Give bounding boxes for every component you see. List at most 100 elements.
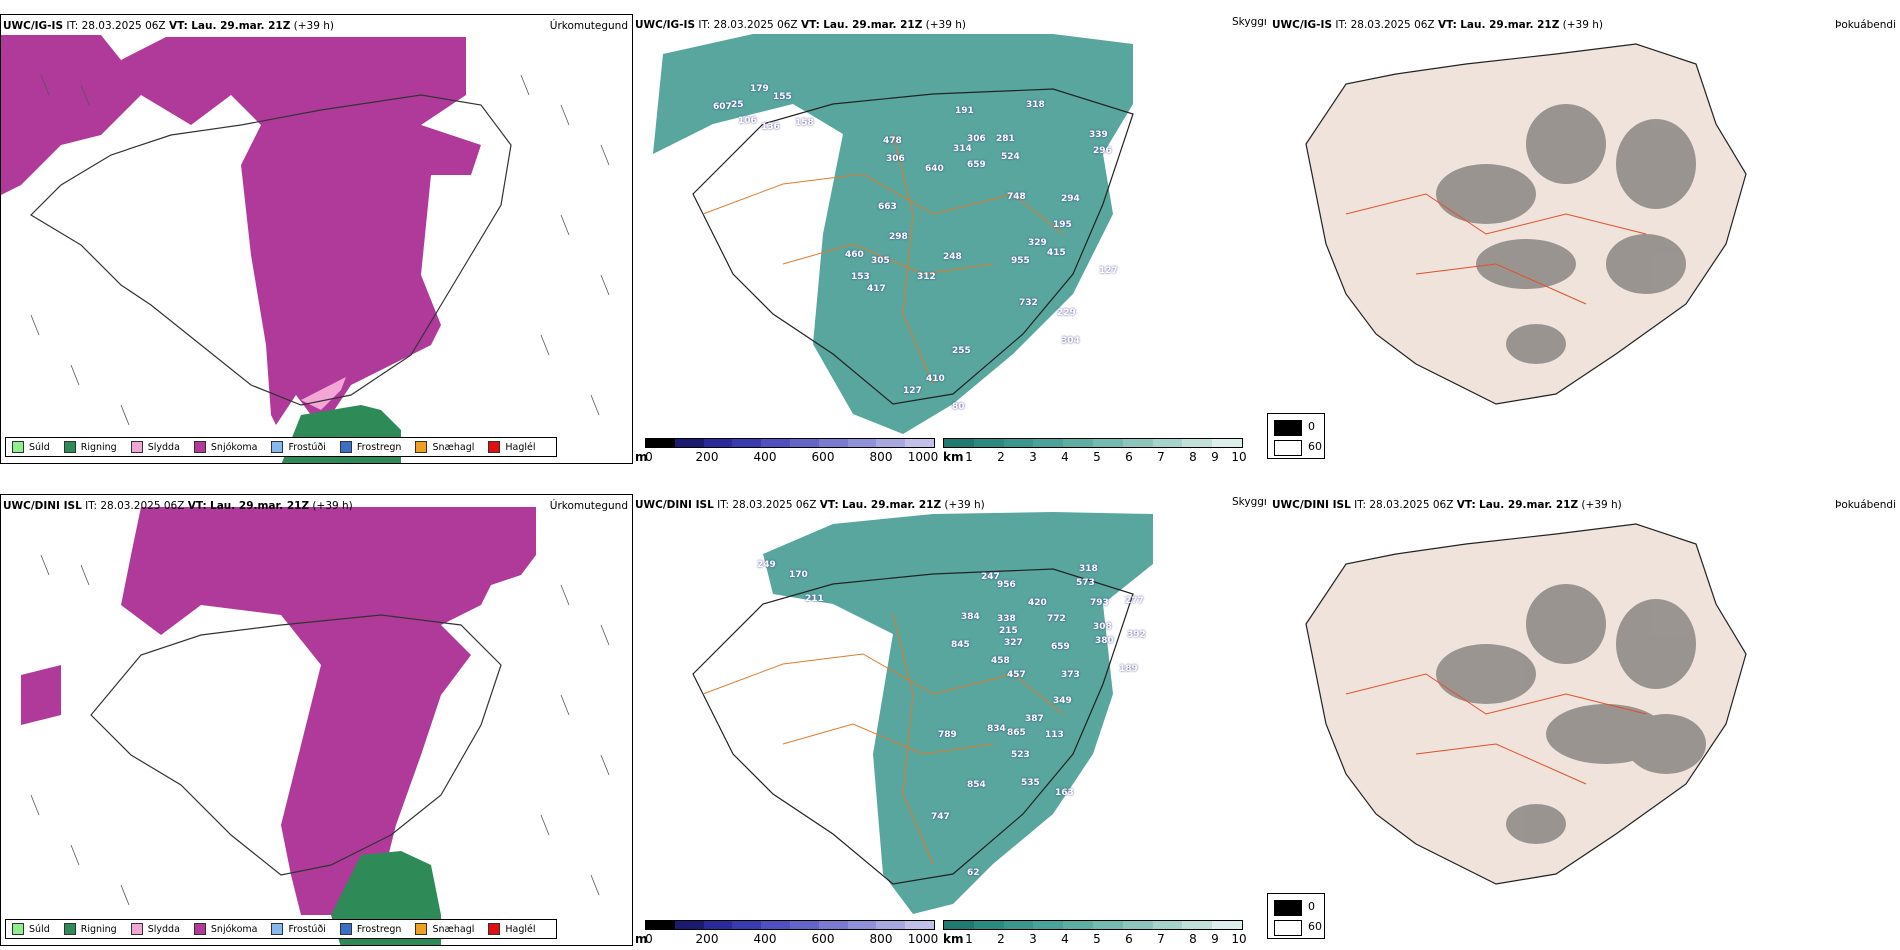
panel-header: UWC/IG-IS IT: 28.03.2025 06Z VT: Lau. 29…	[635, 19, 967, 31]
tick-label: 600	[811, 932, 835, 946]
cloud-base-label: 373	[1061, 670, 1080, 680]
cloud-base-label: 215	[999, 626, 1018, 636]
tick-label: 6	[1125, 450, 1133, 464]
legend-item: Haglél	[488, 441, 536, 453]
cloud-base-label: 296	[1093, 146, 1112, 156]
tick-label: 8	[1189, 450, 1197, 464]
legend-item: Frostúði	[271, 441, 326, 453]
visibility-colorbar: km 1 2 3 4 5 6 7 8 9 10	[943, 920, 1253, 946]
cloud-base-label: 327	[1004, 638, 1023, 648]
wind-barbs	[30, 554, 610, 906]
tick-label: 1	[965, 932, 973, 946]
cloud-base-label: 415	[1047, 248, 1066, 258]
tick-label: 3	[1029, 450, 1037, 464]
cloud-base-label: 163	[1055, 788, 1074, 798]
cloud-panel-title: Skyggni	[1232, 16, 1274, 28]
cloud-base-label: 523	[1011, 750, 1030, 760]
unit-label: m	[635, 932, 648, 946]
cloud-base-label: 955	[1011, 256, 1030, 266]
snow-area	[21, 665, 61, 725]
tick-label: 4	[1061, 932, 1069, 946]
unit-label: km	[943, 932, 964, 946]
cloud-base-label: 195	[1053, 220, 1072, 230]
cloud-base-label: 772	[1047, 614, 1066, 624]
panel-header: UWC/DINI ISL IT: 28.03.2025 06Z VT: Lau.…	[635, 499, 985, 511]
cloud-panel-title: Skyggni	[1232, 496, 1274, 508]
tick-label: 4	[1061, 450, 1069, 464]
tick-label: 600	[811, 450, 835, 464]
road-network	[1345, 193, 1647, 305]
tick-label: 0	[645, 450, 653, 464]
tick-label: 10	[1231, 450, 1247, 464]
precip-type-map	[21, 507, 610, 945]
cloud-base-label: 392	[1127, 630, 1146, 640]
unit-label: m	[635, 450, 648, 464]
cloud-base-colorbar: m 0 200 400 600 800 1000	[635, 438, 938, 464]
legend-item: Frostregn	[339, 441, 401, 453]
cloud-base-label: 62	[967, 868, 980, 878]
cloud-visibility-panel-top: UWC/IG-IS IT: 28.03.2025 06Z VT: Lau. 29…	[633, 14, 1263, 464]
cloud-visibility-panel-bottom: UWC/DINI ISL IT: 28.03.2025 06Z VT: Lau.…	[633, 494, 1263, 946]
fog-legend: 0 60	[1267, 893, 1325, 939]
tick-label: 1	[965, 450, 973, 464]
panel-header: UWC/IG-IS IT: 28.03.2025 06Z VT: Lau. 29…	[3, 20, 335, 32]
iceland-outline	[692, 88, 1134, 405]
cloud-base-label: 127	[903, 386, 922, 396]
panel-header: UWC/IG-IS IT: 28.03.2025 06Z VT: Lau. 29…	[1272, 19, 1604, 31]
cloud-base-label: 247	[981, 572, 1000, 582]
panel-title: Úrkomutegund	[549, 20, 628, 32]
cloud-base-label: 387	[1025, 714, 1044, 724]
cloud-base-label: 640	[925, 164, 944, 174]
wind-barbs	[30, 74, 610, 426]
legend-item: Snjókoma	[193, 923, 257, 935]
legend-item: Slydda	[130, 923, 180, 935]
panel-header: UWC/DINI ISL IT: 28.03.2025 06Z VT: Lau.…	[1272, 499, 1622, 511]
cloud-base-label: 318	[1026, 100, 1045, 110]
tick-label: 9	[1211, 450, 1219, 464]
tick-label: 2	[997, 450, 1005, 464]
visibility-field	[653, 34, 1133, 434]
legend-item: Rigning	[63, 441, 117, 453]
unit-label: km	[943, 450, 964, 464]
fog-map	[1305, 523, 1747, 885]
legend-item: Rigning	[63, 923, 117, 935]
cloud-base-label: 747	[931, 812, 950, 822]
legend-item: Súld	[12, 441, 50, 453]
cloud-base-label: 249	[757, 560, 776, 570]
cloud-base-label: 155	[773, 92, 792, 102]
legend-item: Frostregn	[339, 923, 401, 935]
panel-title: Úrkomutegund	[549, 500, 628, 512]
tick-label: 6	[1125, 932, 1133, 946]
cloud-base-colorbar: m 0 200 400 600 800 1000	[635, 920, 938, 946]
tick-label: 5	[1093, 932, 1101, 946]
tick-label: 9	[1211, 932, 1219, 946]
cloud-base-label: 106	[738, 116, 757, 126]
cloud-base-label: 854	[967, 780, 986, 790]
fog-panel-bottom: UWC/DINI ISL IT: 28.03.2025 06Z VT: Lau.…	[1266, 494, 1900, 946]
cloud-base-label: 458	[991, 656, 1010, 666]
cloud-base-label: 211	[805, 594, 824, 604]
cloud-base-label: 170	[789, 570, 808, 580]
cloud-base-label: 255	[952, 346, 971, 356]
cloud-base-label: 478	[883, 136, 902, 146]
tick-label: 400	[753, 932, 777, 946]
tick-label: 0	[645, 932, 653, 946]
legend-item: Frostúði	[271, 923, 326, 935]
cloud-base-label: 136	[761, 122, 780, 132]
tick-label: 1000	[907, 932, 939, 946]
legend-item: Haglél	[488, 923, 536, 935]
cloud-base-label: 524	[1001, 152, 1020, 162]
fog-shading	[1436, 104, 1696, 364]
cloud-base-label: 294	[1061, 194, 1080, 204]
cloud-base-label: 318	[1079, 564, 1098, 574]
legend-item: Súld	[12, 923, 50, 935]
tick-label: 2	[997, 932, 1005, 946]
panel-title: Þokuábendi	[1835, 19, 1896, 31]
cloud-base-label: 179	[750, 84, 769, 94]
cloud-base-label: 298	[889, 232, 908, 242]
iceland-outline	[90, 614, 502, 876]
precip-type-panel-top: UWC/IG-IS IT: 28.03.2025 06Z VT: Lau. 29…	[0, 14, 633, 464]
precip-legend: Súld Rigning Slydda Snjókoma Frostúði Fr…	[5, 437, 557, 457]
tick-label: 1000	[907, 450, 939, 464]
cloud-base-label: 338	[997, 614, 1016, 624]
